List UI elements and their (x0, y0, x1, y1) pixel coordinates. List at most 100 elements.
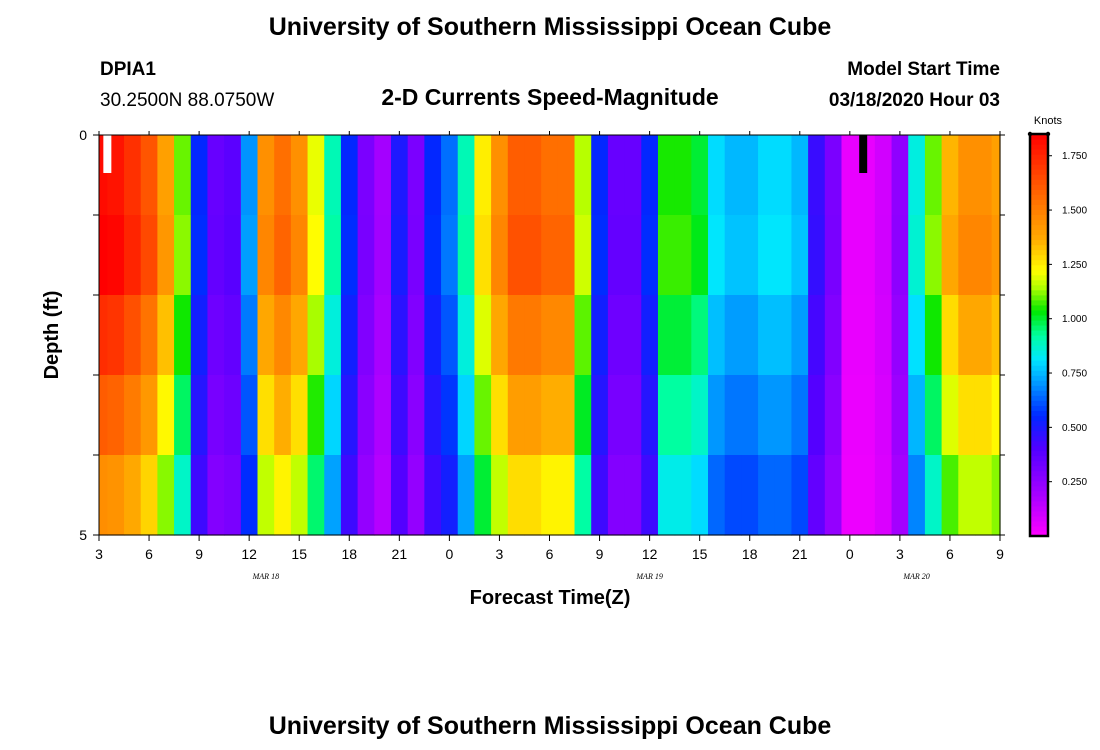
colorbar-segment (1030, 244, 1048, 251)
heatmap-cell (574, 375, 592, 456)
heatmap-cell (591, 375, 609, 456)
model-start-time: 03/18/2020 Hour 03 (829, 90, 1000, 111)
heatmap-cell (641, 455, 659, 536)
heatmap-cell (874, 295, 893, 376)
heatmap-cell (441, 215, 459, 296)
colorbar-segment (1030, 324, 1048, 331)
heatmap-cell (240, 375, 259, 456)
colorbar-segment (1030, 254, 1048, 261)
x-tick-label: 0 (846, 546, 854, 562)
heatmap-cell (340, 215, 359, 296)
heatmap-cell (374, 135, 392, 216)
heatmap-cell (958, 295, 976, 376)
heatmap-cell (591, 455, 609, 536)
heatmap-cell (190, 215, 209, 296)
heatmap-cell (758, 455, 776, 536)
colorbar-segment (1030, 385, 1048, 391)
heatmap-cell (724, 135, 742, 216)
heatmap-cell (524, 215, 542, 296)
heatmap-cell (140, 135, 158, 216)
heatmap-cell (824, 295, 843, 376)
heatmap-cell (257, 375, 275, 456)
heatmap-cell (708, 135, 726, 216)
heatmap-cell (457, 375, 476, 456)
heatmap-cell (541, 215, 559, 296)
colorbar-corner (1045, 131, 1051, 137)
heatmap-cell (507, 375, 526, 456)
heatmap-cell (657, 375, 676, 456)
heatmap-cell (574, 295, 592, 376)
heatmap-cell (524, 455, 542, 536)
x-tick-label: 6 (145, 546, 153, 562)
heatmap-cell (791, 215, 809, 296)
heatmap-cell (290, 135, 309, 216)
heatmap-cell (424, 135, 442, 216)
heatmap-cell (307, 295, 325, 376)
colorbar-frame (1028, 132, 1050, 538)
heatmap-cell (941, 295, 959, 376)
heatmap-cell (457, 455, 476, 536)
heatmap-cell (724, 455, 742, 536)
colorbar-segment (1030, 395, 1048, 401)
heatmap-cell (774, 135, 793, 216)
heatmap-cell (657, 455, 676, 536)
x-tick-label: 18 (341, 546, 357, 562)
heatmap-cell (307, 215, 325, 296)
heatmap-cell (674, 455, 692, 536)
heatmap-cell (524, 375, 542, 456)
heatmap-cell (691, 135, 709, 216)
heatmap-cell (324, 375, 342, 456)
colorbar-segment (1030, 234, 1048, 241)
heatmap-cell (607, 375, 626, 456)
heatmap-cell (924, 375, 943, 456)
heatmap-cell (174, 135, 192, 216)
heatmap-cell (491, 135, 509, 216)
heatmap-cell (441, 455, 459, 536)
heatmap-cell (958, 455, 976, 536)
heatmap-cell (908, 215, 926, 296)
heatmap-cell (424, 295, 442, 376)
heatmap-cell (257, 135, 275, 216)
y-axis-label: Depth (ft) (41, 291, 63, 380)
heatmap-cell (274, 455, 292, 536)
heatmap-cell (240, 455, 259, 536)
heatmap-cell (224, 375, 242, 456)
x-tick-label: 9 (596, 546, 604, 562)
heatmap-cell (708, 455, 726, 536)
colorbar-segment (1030, 304, 1048, 311)
colorbar-tick-label: 0.750 (1062, 369, 1087, 380)
heatmap-cell (491, 295, 509, 376)
heatmap-cell (240, 215, 259, 296)
colorbar-segment (1030, 340, 1048, 346)
heatmap-cell (99, 375, 108, 456)
x-tick-label: 12 (241, 546, 257, 562)
colorbar-segment (1030, 375, 1048, 381)
heatmap-cell (357, 295, 375, 376)
heatmap-cell (924, 215, 943, 296)
x-tick-label: 6 (946, 546, 954, 562)
colorbar-segment (1030, 490, 1048, 497)
heatmap-cell (107, 215, 125, 296)
heatmap-cell (157, 455, 175, 536)
heatmap-cell (290, 375, 309, 456)
x-tick-label: 0 (445, 546, 453, 562)
heatmap-cell (741, 135, 759, 216)
colorbar-segment (1030, 380, 1048, 386)
colorbar-segment (1030, 475, 1048, 482)
heatmap-cell (574, 215, 592, 296)
heatmap-cell (340, 375, 359, 456)
colorbar-segment (1030, 500, 1048, 507)
heatmap-cell (207, 375, 225, 456)
heatmap-cell (474, 375, 492, 456)
heatmap-cell (507, 295, 526, 376)
heatmap-cell (691, 455, 709, 536)
heatmap-cell (774, 455, 793, 536)
heatmap-cell (824, 455, 843, 536)
heatmap-cell (858, 455, 876, 536)
heatmap-cell (591, 135, 609, 216)
heatmap-cell (824, 375, 843, 456)
x-axis-label: Forecast Time(Z) (470, 587, 631, 609)
heatmap-cells (99, 135, 1001, 536)
heatmap-cell (808, 215, 826, 296)
